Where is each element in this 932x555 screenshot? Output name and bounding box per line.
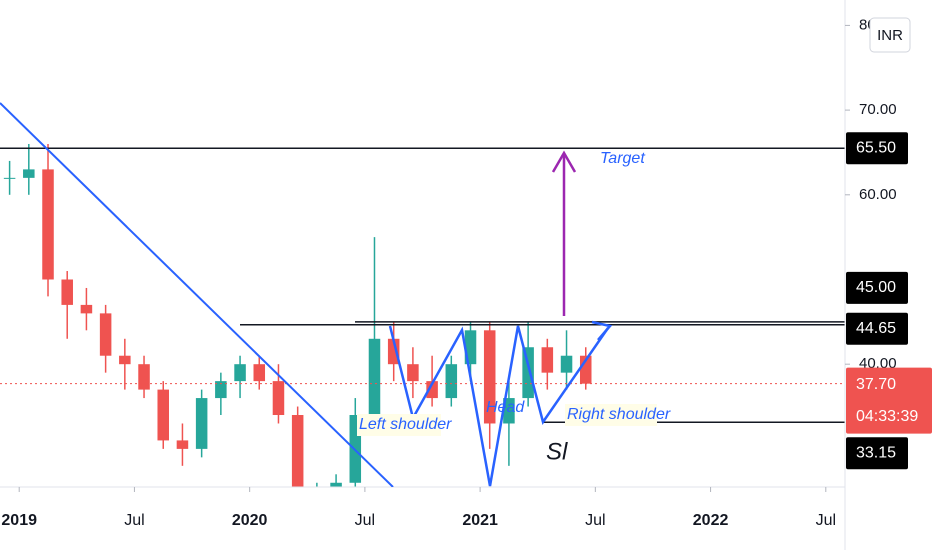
price-badge — [846, 271, 908, 304]
label-bg — [357, 414, 441, 436]
candle-body — [253, 364, 266, 382]
price-badge-label: 44.65 — [856, 320, 896, 337]
right-shoulder-label: Right shoulder — [567, 406, 671, 423]
price-badge — [846, 437, 908, 470]
candle-body — [522, 347, 534, 399]
countdown-label: 04:33:39 — [856, 408, 918, 425]
candle-body — [387, 338, 400, 365]
candle-body — [119, 355, 131, 365]
candle-body — [464, 330, 477, 365]
price-badge — [846, 132, 908, 165]
candle-body — [541, 347, 554, 373]
candle-body — [426, 381, 438, 399]
x-tick-label: Jul — [124, 512, 144, 529]
currency-box[interactable] — [869, 17, 911, 53]
candle-body — [368, 338, 381, 416]
currency-label: INR — [877, 27, 903, 44]
x-tick-label: 2022 — [693, 512, 729, 529]
x-tick-label: 2021 — [462, 512, 498, 529]
candle-body — [215, 381, 227, 399]
candle-body — [138, 364, 150, 390]
candle-body — [42, 169, 54, 280]
candle-body — [61, 279, 73, 305]
candle-body — [23, 169, 35, 178]
candle-body — [330, 482, 342, 487]
candle-body — [579, 355, 592, 384]
last-price-label: 37.70 — [856, 376, 896, 393]
candle-body — [291, 415, 304, 487]
label-bg — [565, 404, 657, 426]
left-shoulder-label: Left shoulder — [359, 416, 452, 433]
candle-body — [234, 364, 246, 382]
candle-body — [3, 177, 16, 179]
candle-body — [99, 313, 112, 356]
candle-body — [176, 440, 189, 449]
x-tick-label: Jul — [816, 512, 836, 529]
price-badge-label: 65.50 — [856, 139, 896, 156]
x-tick-label: Jul — [355, 512, 375, 529]
x-tick-label: Jul — [585, 512, 605, 529]
head-label: Head — [486, 399, 525, 416]
target-arrowhead — [551, 150, 577, 173]
sl-label: Sl — [546, 438, 568, 465]
x-tick-label: 2019 — [1, 512, 37, 529]
price-badge — [846, 312, 908, 345]
y-tick-label: 70.00 — [859, 101, 897, 118]
trend-line[interactable] — [0, 102, 394, 487]
pattern-arrowhead — [591, 320, 613, 341]
candle-body — [560, 355, 573, 373]
candle-body — [80, 304, 93, 314]
candle-body — [195, 398, 208, 449]
candle-body — [157, 389, 169, 441]
x-tick-label: 2020 — [232, 512, 268, 529]
y-tick-label: 60.00 — [859, 186, 897, 203]
candle-body — [445, 364, 458, 399]
price-badge-label: 33.15 — [856, 444, 896, 461]
candle-body — [407, 364, 419, 382]
candle-body — [483, 330, 496, 424]
candle-body — [272, 381, 285, 416]
price-badge-label: 45.00 — [856, 279, 896, 296]
last-price-badge — [846, 367, 932, 434]
target-label: Target — [600, 150, 645, 167]
candle-body — [503, 398, 515, 424]
